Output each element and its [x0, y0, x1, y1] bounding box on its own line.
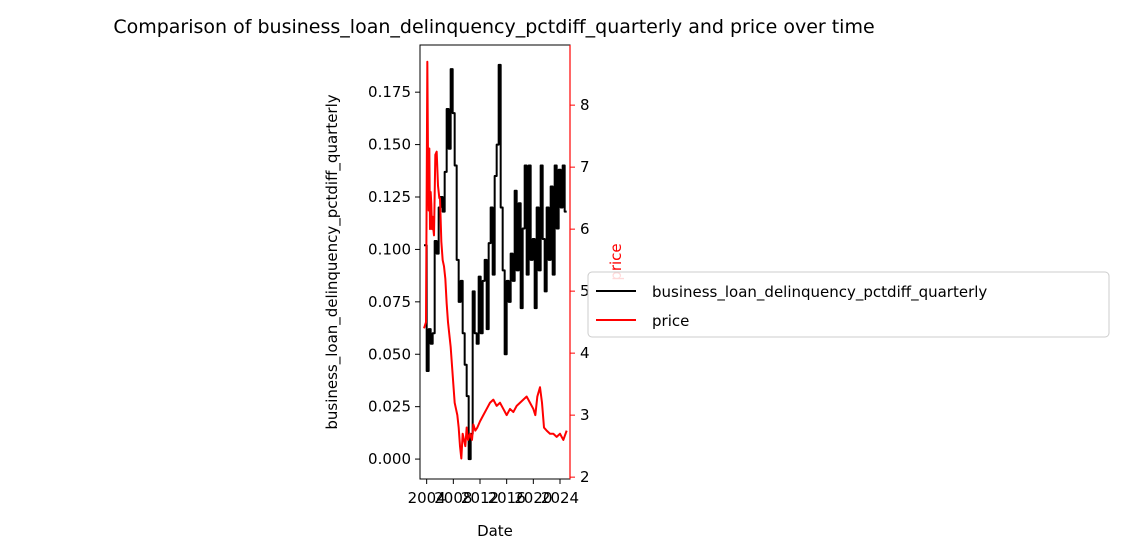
y-right-tick-label: 3	[580, 406, 590, 424]
y-left-tick-label: 0.125	[368, 188, 411, 206]
x-axis-title: Date	[477, 522, 513, 540]
y-right-axis: 2 3 4 5 6 7 8	[570, 96, 590, 486]
y-right-tick-label: 4	[580, 344, 590, 362]
y-right-tick-label: 7	[580, 158, 590, 176]
y-left-tick-label: 0.100	[368, 240, 411, 258]
y-right-axis-title: price	[607, 243, 625, 280]
x-tick-label: 2004	[408, 489, 446, 507]
y-right-tick-label: 8	[580, 96, 590, 114]
x-tick-label: 2008	[434, 489, 472, 507]
x-tick-label: 2016	[488, 489, 526, 507]
y-left-tick-label: 0.150	[368, 136, 411, 154]
legend-box	[587, 271, 1110, 338]
legend-label-business-loan: business_loan_delinquency_pctdiff_quarte…	[652, 283, 987, 302]
y-left-axis-title: business_loan_delinquency_pctdiff_quarte…	[323, 94, 342, 429]
y-left-tick-label: 0.050	[368, 345, 411, 363]
chart-title: Comparison of business_loan_delinquency_…	[113, 16, 874, 38]
series-layer	[423, 60, 568, 461]
legend: business_loan_delinquency_pctdiff_quarte…	[587, 271, 1110, 338]
y-right-tick-label: 5	[580, 282, 590, 300]
y-right-tick-label: 6	[580, 220, 590, 238]
y-left-tick-label: 0.025	[368, 398, 411, 416]
y-left-tick-label: 0.175	[368, 83, 411, 101]
x-tick-label: 2020	[514, 489, 552, 507]
x-tick-label: 2024	[541, 489, 579, 507]
y-left-tick-label: 0.000	[368, 450, 411, 468]
y-left-axis: 0.000 0.025 0.050 0.075 0.100 0.125 0.150 0.175	[368, 83, 420, 468]
y-left-tick-label: 0.075	[368, 293, 411, 311]
x-tick-label: 2012	[461, 489, 499, 507]
plot-area	[419, 44, 571, 480]
y-right-tick-label: 2	[580, 468, 590, 486]
series-line-business-loan	[424, 63, 567, 461]
legend-label-price: price	[652, 312, 689, 330]
series-line-price	[423, 60, 568, 460]
